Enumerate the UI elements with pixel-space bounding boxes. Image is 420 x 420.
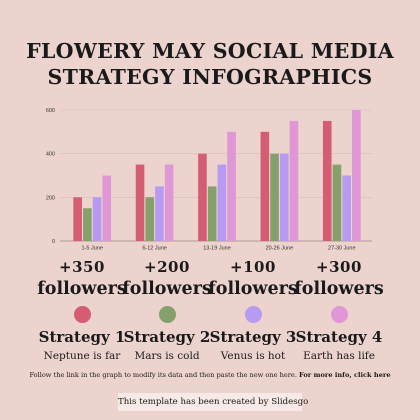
bar [135, 164, 145, 241]
bar [217, 164, 227, 241]
strategy-description: Neptune is far [43, 350, 121, 362]
followers-label: followers [294, 279, 384, 299]
bar [352, 110, 361, 241]
page-title: FLOWERY MAY SOCIAL MEDIA STRATEGY INFOGR… [0, 38, 420, 90]
strategy-name: Strategy 1 [38, 328, 126, 346]
strategy-name: Strategy 3 [209, 328, 297, 346]
strategy-column-4: +300 followers Strategy 4 Earth has life [294, 258, 384, 363]
strategy-column-3: +100 followers Strategy 3 Venus is hot [208, 258, 298, 363]
x-tick-label: 20-26 June [266, 246, 294, 252]
bar [83, 208, 92, 241]
strategy-name: Strategy 4 [295, 328, 383, 346]
strategy-color-dot [73, 306, 91, 323]
bar [342, 175, 351, 241]
followers-gain: +350 [59, 258, 105, 276]
x-tick-label: 1-5 June [81, 246, 102, 252]
y-tick-label: 200 [46, 195, 55, 201]
followers-label: followers [208, 279, 298, 299]
bar [279, 153, 289, 241]
x-tick-label: 13-19 June [203, 246, 231, 252]
instructions-note: Follow the link in the graph to modify i… [0, 370, 420, 380]
bar [332, 164, 342, 241]
strategy-column-2: +200 followers Strategy 2 Mars is cold [122, 258, 212, 363]
credit-text: This template has been created by Slides… [118, 397, 309, 407]
bar [227, 131, 236, 241]
followers-label: followers [122, 279, 212, 299]
strategy-description: Mars is cold [134, 350, 200, 362]
bar [207, 186, 217, 241]
strategy-color-dot [158, 306, 176, 323]
followers-gain: +300 [316, 258, 362, 276]
bar [155, 186, 164, 241]
bar [270, 153, 279, 241]
bar [164, 164, 174, 241]
note-text: Follow the link in the graph to modify i… [29, 371, 297, 379]
bar [198, 153, 207, 241]
bar [260, 131, 270, 241]
bar-chart[interactable]: 0 200 400 600 1-5 June 6-12 June 13-19 June 20-… [0, 0, 420, 258]
strategy-color-dot [244, 306, 262, 323]
credit-footer: This template has been created by Slides… [118, 393, 308, 411]
title-line-1: FLOWERY MAY SOCIAL MEDIA [26, 39, 394, 63]
y-tick-label: 400 [46, 152, 55, 158]
bar [289, 120, 299, 241]
bar [73, 197, 82, 241]
bar [322, 120, 332, 241]
strategy-name: Strategy 2 [123, 328, 211, 346]
followers-gain: +200 [144, 258, 190, 276]
more-info-link[interactable]: For more info, click here [299, 371, 391, 379]
strategy-description: Earth has life [303, 350, 375, 362]
y-tick-label: 0 [52, 239, 55, 245]
x-tick-label: 6-12 June [142, 246, 166, 252]
followers-label: followers [37, 279, 127, 299]
strategy-color-dot [330, 306, 348, 323]
bar [102, 175, 112, 241]
bar [92, 197, 102, 241]
bar [145, 197, 155, 241]
strategy-column-1: +350 followers Strategy 1 Neptune is far [37, 258, 127, 363]
strategy-description: Venus is hot [220, 350, 286, 362]
followers-gain: +100 [230, 258, 276, 276]
x-tick-label: 27-30 June [328, 246, 356, 252]
y-tick-label: 600 [46, 108, 55, 114]
title-line-2: STRATEGY INFOGRAPHICS [47, 65, 373, 89]
